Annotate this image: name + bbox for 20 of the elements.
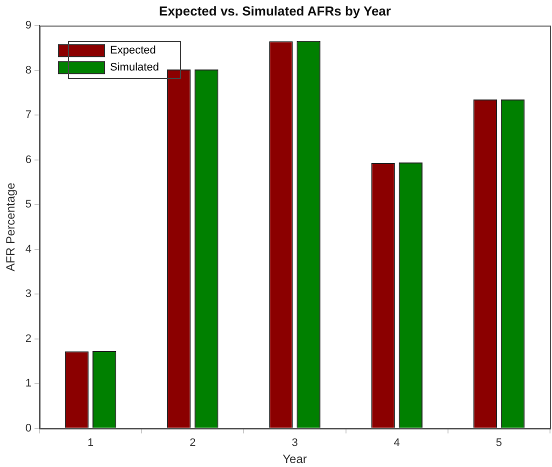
- y-tick-label: 9: [25, 20, 32, 32]
- x-tick-label: 1: [88, 437, 94, 450]
- legend-label: Simulated: [110, 62, 159, 74]
- x-tick-label: 5: [496, 437, 502, 450]
- y-tick-label: 6: [25, 154, 32, 166]
- x-axis-title: Year: [282, 452, 307, 466]
- x-tick-label: 4: [394, 437, 400, 450]
- y-tick-label: 3: [25, 288, 32, 300]
- y-tick-label: 8: [25, 64, 32, 76]
- y-tick-label: 2: [25, 332, 32, 345]
- y-tick-label: 4: [25, 243, 32, 256]
- y-tick-label: 1: [25, 378, 32, 390]
- x-tick-label: 2: [190, 437, 196, 450]
- x-tick-label: 3: [292, 437, 298, 450]
- y-tick-label: 7: [25, 109, 32, 122]
- legend-label: Expected: [110, 44, 156, 57]
- y-tick-label: 5: [25, 198, 32, 211]
- y-axis-title: AFR Percentage: [4, 182, 18, 272]
- y-tick-label: 0: [25, 422, 32, 434]
- chart-title: Expected vs. Simulated AFRs by Year: [159, 3, 391, 18]
